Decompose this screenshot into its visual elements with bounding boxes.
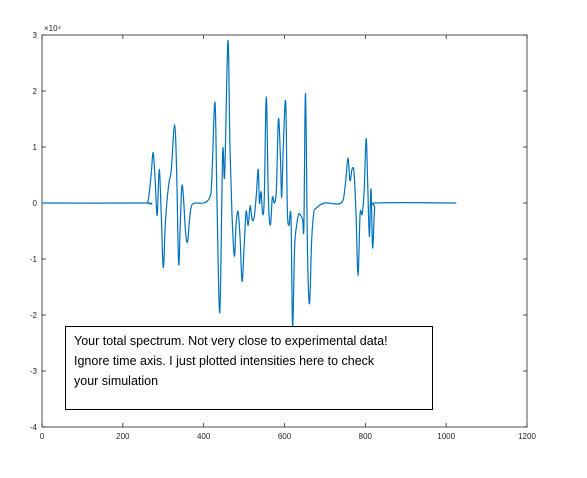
annotation-line-1: Your total spectrum. Not very close to e… bbox=[74, 334, 388, 348]
y-tick-label: -1 bbox=[30, 255, 38, 264]
y-tick-label: 0 bbox=[33, 199, 38, 208]
series-line bbox=[41, 39, 457, 327]
y-tick-label: -4 bbox=[30, 423, 38, 432]
y-tick-label: 2 bbox=[33, 87, 38, 96]
x-tick-label: 800 bbox=[359, 432, 373, 441]
y-axis-exponent-label: ×10⁴ bbox=[44, 24, 62, 33]
y-tick-label: 3 bbox=[33, 31, 38, 40]
y-tick-label: -2 bbox=[30, 311, 38, 320]
x-tick-label: 1000 bbox=[437, 432, 455, 441]
x-tick-label: 400 bbox=[197, 432, 211, 441]
y-tick-label: -3 bbox=[30, 367, 38, 376]
x-tick-label: 200 bbox=[116, 432, 130, 441]
y-axis: -4 -3 -2 -1 0 1 2 3 bbox=[30, 31, 527, 432]
annotation-box: Your total spectrum. Not very close to e… bbox=[65, 326, 433, 410]
y-tick-label: 1 bbox=[33, 143, 38, 152]
x-tick-label: 0 bbox=[40, 432, 45, 441]
annotation-line-3: your simulation bbox=[74, 374, 159, 388]
annotation-line-2: Ignore time axis. I just plotted intensi… bbox=[74, 354, 375, 368]
x-tick-label: 1200 bbox=[518, 432, 536, 441]
x-axis: 0 200 400 600 800 1000 1200 bbox=[40, 35, 536, 441]
x-tick-label: 600 bbox=[278, 432, 292, 441]
